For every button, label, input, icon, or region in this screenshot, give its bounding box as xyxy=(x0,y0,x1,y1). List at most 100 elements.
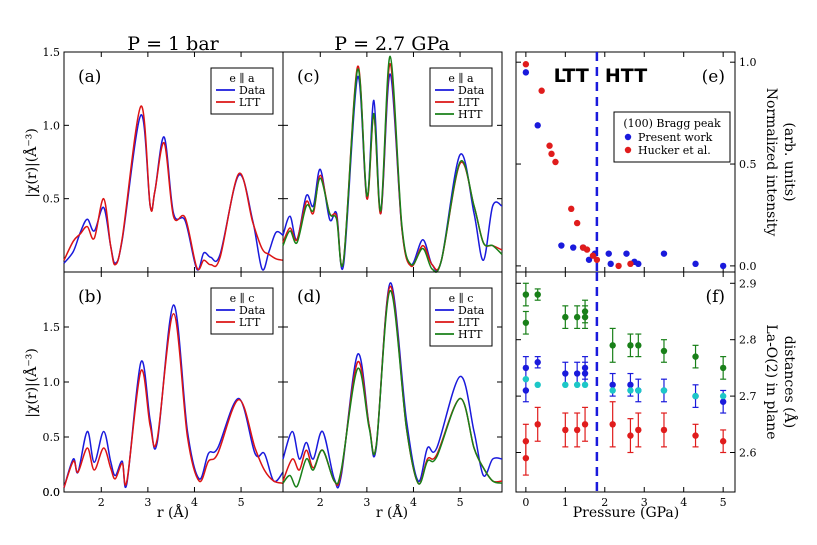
legend-box-b xyxy=(210,287,274,335)
x-tick-label-d: 2 xyxy=(317,496,324,509)
data-point-present-work xyxy=(585,256,593,263)
data-point-red xyxy=(522,454,530,462)
data-point-present-work xyxy=(605,250,612,257)
panel-f: 0 1 2 3 4 5 2.6 2.7 2.8 2.9 (f) La-O(2) in plane dis… xyxy=(515,271,799,509)
y-axis-label-e: Normalized intensity xyxy=(763,88,779,237)
data-point-present-work xyxy=(692,260,699,268)
x-tick-label-f: 3 xyxy=(641,496,648,509)
data-point-hucker-et-al- xyxy=(593,256,601,263)
data-point-cyan xyxy=(692,392,699,400)
y-tick-label-f: 2.7 xyxy=(739,390,757,403)
data-point-red xyxy=(609,421,616,428)
y-tick-label-e: 0.5 xyxy=(739,158,757,171)
legend-label-e: Present work xyxy=(638,131,713,144)
data-point-green xyxy=(522,291,530,298)
y-axis-label-f: La-O(2) in plane xyxy=(763,324,779,439)
data-point-hucker-et-al- xyxy=(589,252,597,259)
legend-box-d xyxy=(429,287,493,347)
panel-tag-c: (c) xyxy=(297,67,320,87)
data-point-blue xyxy=(627,381,634,389)
y-tick-label-a: 0.5 xyxy=(43,193,61,206)
legend-title-c: e ∥ a xyxy=(448,72,474,85)
data-point-cyan xyxy=(581,381,589,389)
data-point-hucker-et-al- xyxy=(548,150,555,158)
data-point-present-work xyxy=(607,260,614,268)
data-point-green xyxy=(692,353,699,360)
legend-title-d: e ∥ c xyxy=(449,292,474,305)
data-point-present-work xyxy=(522,69,530,76)
y-tick-label-e: 1.0 xyxy=(739,56,757,69)
data-point-hucker-et-al- xyxy=(538,87,545,94)
x-tick-label-b: 2 xyxy=(98,496,105,509)
y-tick-label-b: 1.5 xyxy=(43,321,61,334)
legend-label-b: LTT xyxy=(239,316,261,329)
data-point-present-work xyxy=(558,242,565,249)
data-point-blue xyxy=(562,370,569,377)
data-point-hucker-et-al- xyxy=(552,158,559,166)
data-point-present-work xyxy=(534,122,541,129)
legend-box-a xyxy=(210,67,274,115)
y-axis-label-b: |χ(r)|(Å⁻³) xyxy=(22,348,40,418)
legend-box-e xyxy=(613,111,731,163)
y-tick-label-a: 1.0 xyxy=(43,119,61,132)
data-point-hucker-et-al- xyxy=(627,260,634,268)
data-point-red xyxy=(534,421,541,428)
data-point-blue xyxy=(522,364,530,372)
data-point-present-work xyxy=(570,244,577,251)
data-point-blue xyxy=(719,398,727,405)
y-tick-label-a: 1.5 xyxy=(43,46,61,59)
legend-label-d: HTT xyxy=(458,328,483,341)
y-tick-label-f: 2.8 xyxy=(739,334,757,347)
data-point-green xyxy=(609,342,616,349)
panel-e: 0.0 0.5 1.0 LTT HTT (e) (100) Bragg peakPresen… xyxy=(515,51,797,273)
data-point-green xyxy=(635,342,642,349)
legend-box-c xyxy=(429,67,493,127)
y-tick-label-b: 0.5 xyxy=(43,431,61,444)
y-tick-label-b: 1.0 xyxy=(43,376,61,389)
data-point-present-work xyxy=(623,250,630,257)
y-tick-label-f: 2.9 xyxy=(739,277,757,290)
data-point-red xyxy=(573,426,581,434)
data-point-green xyxy=(719,364,727,372)
legend-title-e: (100) Bragg peak xyxy=(623,117,721,130)
legend-label-c: HTT xyxy=(458,108,483,121)
data-point-green xyxy=(534,291,541,298)
data-point-present-work xyxy=(660,250,668,257)
x-tick-label-b: 4 xyxy=(191,496,198,509)
x-tick-label-f: 5 xyxy=(720,496,727,509)
data-point-cyan xyxy=(719,392,727,400)
data-point-cyan xyxy=(627,387,634,394)
y-tick-label-b: 0.0 xyxy=(43,486,61,499)
data-point-hucker-et-al- xyxy=(615,262,622,270)
x-tick-label-f: 2 xyxy=(601,496,608,509)
x-axis-label-d: r (Å) xyxy=(376,503,408,521)
data-point-blue xyxy=(573,370,581,377)
x-tick-label-b: 5 xyxy=(238,496,245,509)
y-axis-label-e: (arb. units) xyxy=(781,122,797,201)
legend-marker-e xyxy=(624,133,632,141)
data-point-red xyxy=(692,432,699,439)
column-title-2p7gpa: P = 2.7 GPa xyxy=(334,33,449,55)
x-axis-label-f: Pressure (GPa) xyxy=(573,505,679,521)
legend-title-b: e ∥ c xyxy=(230,292,255,305)
data-point-green xyxy=(627,342,634,349)
plot-frame-f xyxy=(515,271,736,493)
y-tick-label-e: 0.0 xyxy=(739,260,757,273)
data-point-cyan xyxy=(562,381,569,389)
data-point-red xyxy=(581,421,589,428)
panel-tag-b: (b) xyxy=(78,287,102,307)
data-point-hucker-et-al- xyxy=(583,246,591,253)
data-point-cyan xyxy=(534,381,541,389)
y-axis-label-a: |χ(r)|(Å⁻³) xyxy=(22,128,40,198)
series-line-data-a xyxy=(63,114,284,271)
x-tick-label-f: 4 xyxy=(680,496,687,509)
y-axis-label-f: distances (Å) xyxy=(781,336,799,428)
legend-label-c: Data xyxy=(458,84,485,97)
data-point-present-work xyxy=(635,260,642,268)
legend-marker-e xyxy=(624,146,632,154)
data-point-cyan xyxy=(522,375,530,383)
